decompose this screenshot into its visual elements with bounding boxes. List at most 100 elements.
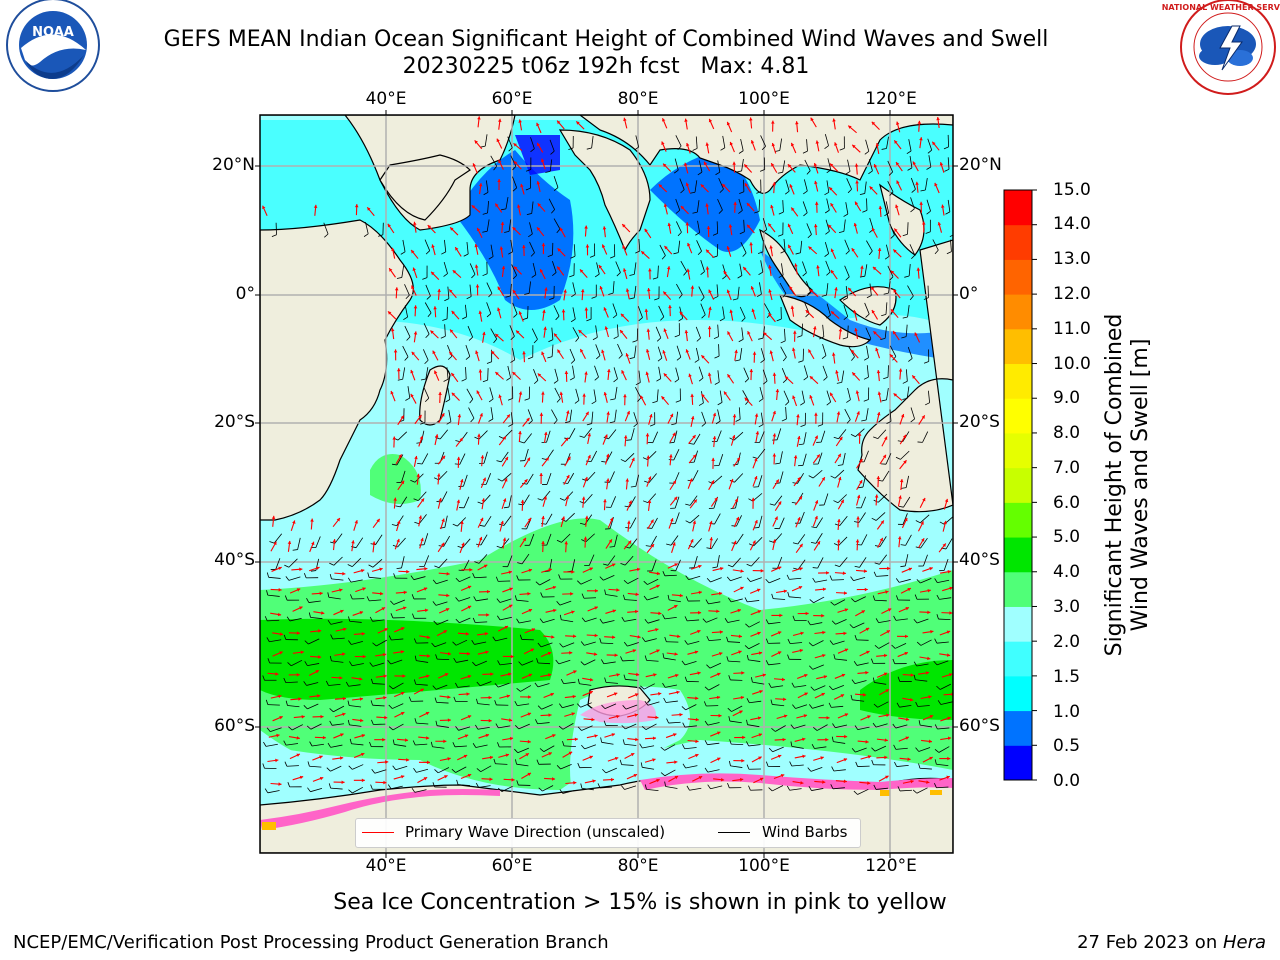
wind-barb-staff [714, 513, 721, 525]
wind-barb-flag [727, 783, 730, 788]
wind-barb-staff [920, 537, 928, 549]
wave-direction-arrowhead [541, 515, 545, 520]
colorbar-segment [1004, 467, 1032, 503]
wind-barb-staff [522, 494, 530, 506]
wind-barb-staff [436, 701, 449, 704]
wind-barb-staff [688, 575, 701, 580]
wave-direction-arrowhead [298, 697, 302, 701]
wind-barb-staff [561, 619, 574, 623]
wave-direction-arrowhead [500, 520, 504, 525]
wave-direction-arrowhead [418, 515, 423, 519]
wind-barb-flag [440, 335, 446, 339]
wave-direction-arrowhead [876, 370, 881, 374]
wave-direction-arrowhead [844, 648, 849, 652]
wind-barb-staff [418, 514, 427, 525]
wind-barb-flag [603, 720, 607, 726]
wind-barb-staff [572, 327, 580, 338]
wind-barb-flag [883, 292, 889, 295]
wind-barb-flag [812, 567, 818, 569]
wave-direction-arrowhead [390, 390, 394, 395]
wind-barb-flag [392, 739, 395, 745]
wind-barb-staff [642, 745, 655, 749]
wave-direction-arrowhead [930, 629, 934, 634]
wave-direction-arrowhead [277, 612, 282, 617]
wind-barb-staff [457, 685, 470, 688]
wave-direction-arrowhead [760, 568, 764, 573]
wind-barb-flag [329, 708, 334, 713]
wind-barb-flag [744, 645, 750, 650]
wind-barb-staff [546, 533, 552, 546]
wave-direction-arrowhead [919, 201, 923, 205]
wind-barb-flag [629, 357, 635, 360]
wind-barb-staff [402, 367, 406, 380]
wave-direction-arrowhead [733, 201, 737, 205]
wind-barb-staff [638, 238, 641, 252]
wave-direction-arrowhead [447, 757, 451, 761]
wave-direction-arrowhead [878, 205, 883, 210]
wind-barb-staff [816, 724, 828, 731]
wind-barb-flag [388, 726, 394, 731]
wave-direction-arrowhead [672, 542, 676, 546]
wave-direction-arrowhead [645, 371, 650, 376]
wind-barb-flag [516, 575, 519, 581]
wind-barb-staff [268, 576, 281, 579]
wind-barb-staff [815, 579, 828, 583]
wind-barb-staff [659, 244, 666, 256]
wind-barbs-swatch [718, 832, 750, 833]
wind-barb-staff [561, 533, 571, 543]
wind-barb-flag [263, 741, 267, 747]
wind-barb-staff [785, 179, 790, 192]
wind-barb-flag [912, 789, 918, 794]
chart-subtitle: 20230225 t06z 192h fcst Max: 4.81 [402, 54, 810, 79]
wave-direction-arrowhead [687, 242, 691, 247]
wind-barb-staff [762, 239, 764, 252]
wind-barb-staff [803, 365, 809, 378]
wind-barb-staff [864, 302, 870, 315]
wind-barb-staff [781, 263, 784, 276]
wave-direction-arrowhead [394, 287, 399, 291]
wind-barb-flag [851, 748, 856, 753]
wave-direction-arrowhead [771, 142, 776, 147]
wave-direction-arrowhead [573, 670, 577, 674]
wind-barb-staff [689, 495, 698, 506]
wave-direction-arrowhead [626, 411, 630, 415]
wind-barb-staff [717, 198, 723, 211]
wind-barb-staff [825, 219, 830, 232]
wind-barb-flag [854, 725, 859, 730]
wind-barb-staff [794, 685, 807, 688]
wind-barb-flag [890, 234, 895, 239]
wave-direction-arrowhead [385, 760, 389, 764]
wave-direction-arrowhead [896, 180, 900, 185]
wave-direction-arrowhead [656, 584, 660, 589]
wave-direction-arrowhead [873, 331, 877, 335]
wind-barb-flag [727, 597, 732, 603]
wind-barb-flag [853, 661, 858, 666]
wave-direction-arrowhead [732, 161, 736, 165]
wind-barb-staff [857, 726, 870, 731]
wave-direction-arrowhead [512, 372, 516, 376]
wind-barb-flag [838, 231, 844, 233]
wind-barb-flag [927, 149, 932, 154]
colorbar-segment [1004, 432, 1032, 469]
wind-barb-staff [463, 496, 470, 508]
wind-barb-staff [551, 344, 554, 357]
wind-barb-staff [664, 744, 676, 751]
wind-barb-staff [309, 765, 322, 768]
wave-direction-arrowhead [814, 435, 818, 440]
wave-direction-arrowhead [658, 184, 663, 188]
wind-barb-staff [696, 200, 700, 213]
wave-direction-arrowhead [466, 651, 471, 656]
wind-barb-flag [880, 337, 886, 340]
wind-barb-staff [675, 221, 682, 233]
wind-barb-staff [624, 555, 634, 566]
wind-barb-staff [584, 744, 597, 750]
wind-barb-staff [838, 536, 848, 546]
wind-barb-flag [629, 297, 635, 300]
wind-barb-staff [743, 219, 745, 232]
wind-barb-flag [771, 728, 776, 732]
wind-barb-flag [638, 317, 643, 322]
wave-direction-arrowhead [736, 457, 740, 461]
wind-barb-staff [943, 559, 949, 571]
wind-barb-staff [400, 496, 408, 508]
wind-barb-staff [287, 705, 300, 708]
